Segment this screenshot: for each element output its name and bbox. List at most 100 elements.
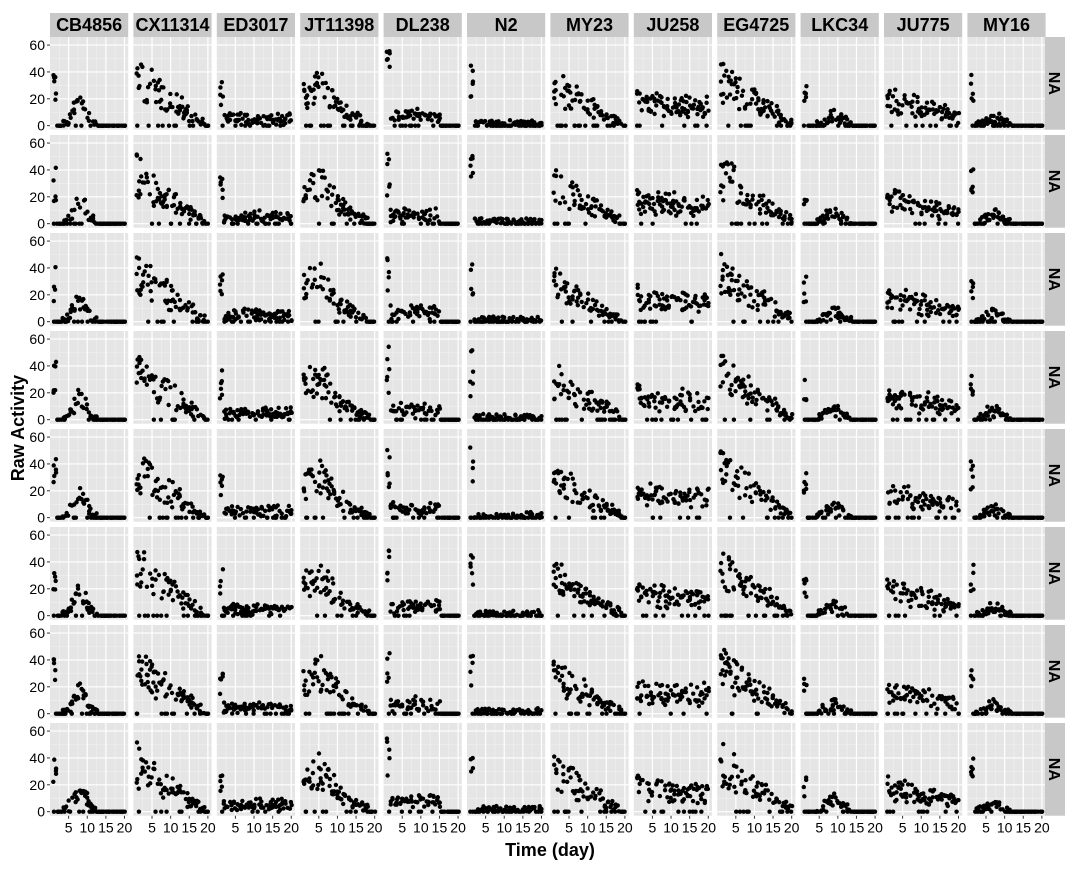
data-point (574, 184, 578, 188)
data-point (887, 299, 891, 303)
data-point (315, 391, 319, 395)
data-point (943, 221, 947, 225)
panel-background (300, 37, 378, 130)
data-point (424, 417, 428, 421)
data-point (829, 317, 833, 321)
data-point (392, 118, 396, 122)
data-point (174, 305, 178, 309)
data-point (322, 378, 326, 382)
data-point (638, 91, 642, 95)
data-point (468, 319, 472, 323)
data-point (926, 314, 930, 318)
data-point (254, 417, 258, 421)
data-point (898, 307, 902, 311)
data-point (1001, 311, 1005, 315)
data-point (640, 108, 644, 112)
data-point (283, 121, 287, 125)
data-point (908, 207, 912, 211)
data-point (730, 273, 734, 277)
data-point (897, 189, 901, 193)
data-point (141, 280, 145, 284)
data-point (769, 297, 773, 301)
data-point (187, 212, 191, 216)
data-point (934, 123, 938, 127)
data-point (995, 221, 999, 225)
data-point (742, 319, 746, 323)
data-point (578, 123, 582, 127)
data-point (936, 221, 940, 225)
data-point (85, 209, 89, 213)
data-point (429, 409, 433, 413)
panel (467, 625, 545, 718)
data-point (289, 221, 293, 225)
data-point (923, 199, 927, 203)
data-point (554, 174, 558, 178)
data-point (991, 114, 995, 118)
data-point (304, 295, 308, 299)
data-point (562, 94, 566, 98)
panel (133, 233, 211, 326)
data-point (915, 95, 919, 99)
data-point (287, 417, 291, 421)
data-point (175, 293, 179, 297)
data-point (345, 221, 349, 225)
data-point (401, 211, 405, 215)
data-point (258, 116, 262, 120)
data-point (932, 305, 936, 309)
data-point (726, 75, 730, 79)
data-point (70, 216, 74, 220)
data-point (455, 221, 459, 225)
data-point (79, 123, 83, 127)
data-point (677, 102, 681, 106)
data-point (302, 82, 306, 86)
data-point (134, 272, 138, 276)
data-point (246, 411, 250, 415)
data-point (352, 406, 356, 410)
data-point (311, 181, 315, 185)
data-point (220, 80, 224, 84)
data-point (276, 406, 280, 410)
data-point (721, 185, 725, 189)
data-point (79, 221, 83, 225)
data-point (139, 174, 143, 178)
data-point (637, 123, 641, 127)
panel (467, 135, 545, 228)
data-point (54, 198, 58, 202)
data-point (609, 319, 613, 323)
data-point (890, 209, 894, 213)
data-point (469, 64, 473, 68)
data-point (665, 298, 669, 302)
data-point (267, 411, 271, 415)
data-point (776, 319, 780, 323)
data-point (321, 169, 325, 173)
data-point (326, 189, 330, 193)
data-point (559, 174, 563, 178)
data-point (706, 198, 710, 202)
data-point (87, 111, 91, 115)
data-point (390, 319, 394, 323)
data-point (779, 123, 783, 127)
data-point (832, 108, 836, 112)
data-point (83, 107, 87, 111)
data-point (701, 194, 705, 198)
data-point (205, 417, 209, 421)
data-point (385, 162, 389, 166)
data-point (372, 417, 376, 421)
data-point (885, 305, 889, 309)
data-point (274, 122, 278, 126)
data-point (427, 218, 431, 222)
data-point (928, 123, 932, 127)
data-point (826, 216, 830, 220)
data-point (952, 205, 956, 209)
data-point (231, 221, 235, 225)
data-point (341, 319, 345, 323)
data-point (600, 304, 604, 308)
data-point (206, 319, 210, 323)
data-point (387, 367, 391, 371)
data-point (313, 96, 317, 100)
data-point (613, 220, 617, 224)
data-point (561, 195, 565, 199)
data-point (53, 98, 57, 102)
data-point (937, 201, 941, 205)
data-point (600, 113, 604, 117)
